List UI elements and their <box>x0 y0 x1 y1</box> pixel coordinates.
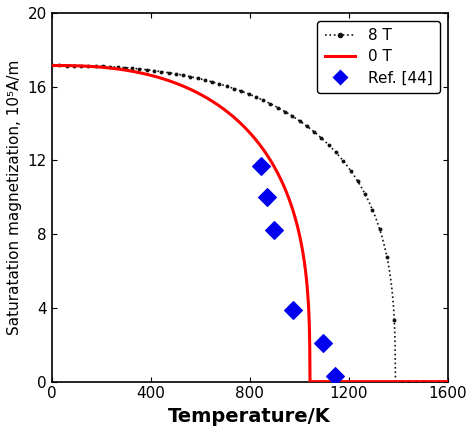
Point <box>289 306 297 313</box>
Point <box>263 194 271 201</box>
Point <box>319 339 327 346</box>
Y-axis label: Saturatation magnetization, 10⁵A/m: Saturatation magnetization, 10⁵A/m <box>7 60 22 335</box>
X-axis label: Temperature/K: Temperature/K <box>168 407 331 426</box>
Legend: 8 T, 0 T, Ref. [44]: 8 T, 0 T, Ref. [44] <box>317 21 440 93</box>
Point <box>331 373 339 380</box>
Point <box>257 162 264 169</box>
Point <box>271 227 278 234</box>
